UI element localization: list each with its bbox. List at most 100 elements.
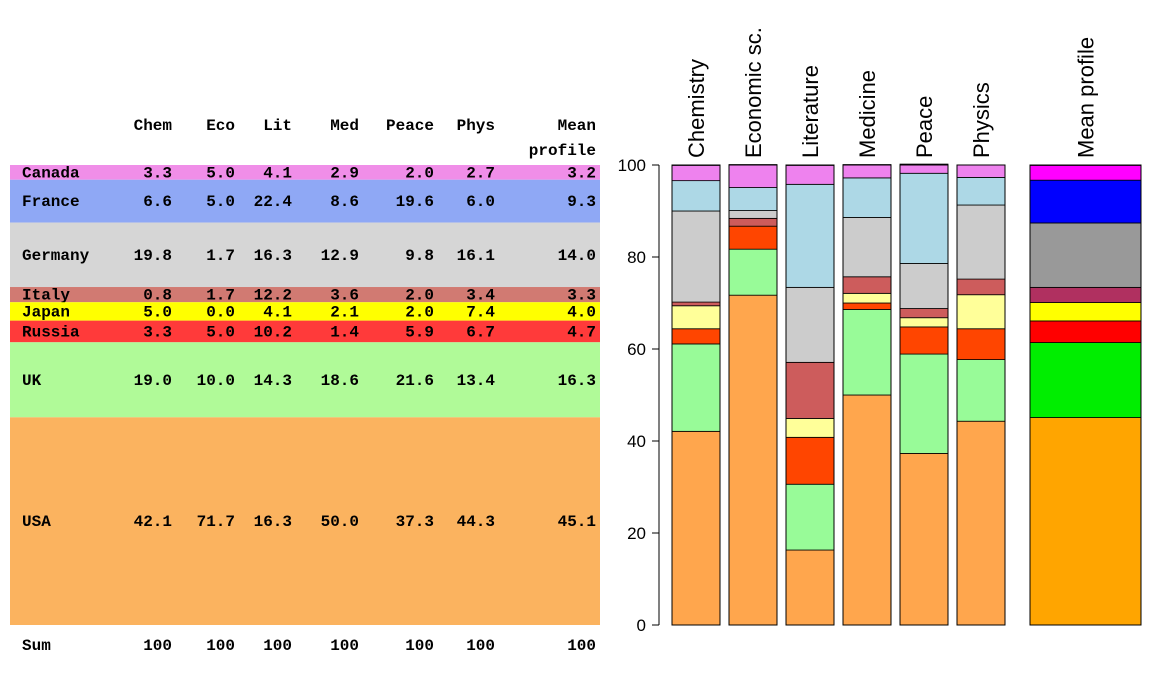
table-cell: 3.4 xyxy=(466,287,495,305)
bar-segment xyxy=(785,436,835,485)
table-cell: 5.0 xyxy=(206,193,235,211)
table-cell: 19.8 xyxy=(134,247,172,265)
table-row-band xyxy=(10,320,600,343)
bar-segment xyxy=(899,172,949,264)
table-cell: 18.6 xyxy=(321,372,359,390)
table-cell: 2.0 xyxy=(405,287,434,305)
table-cell: 14.0 xyxy=(558,247,596,265)
table-cell: 3.6 xyxy=(330,287,359,305)
table-row-label: France xyxy=(22,193,80,211)
table-cell: 9.8 xyxy=(405,247,434,265)
y-tick-label: 20 xyxy=(627,524,646,543)
y-tick-label: 80 xyxy=(627,248,646,267)
table-cell: 6.6 xyxy=(143,193,172,211)
bar-segment xyxy=(785,549,835,626)
column-header: Peace xyxy=(386,117,434,135)
bar-segment xyxy=(842,164,892,179)
column-header: profile xyxy=(529,142,596,160)
bar-segment xyxy=(728,210,778,219)
category-label: Mean profile xyxy=(1074,37,1099,158)
category-label: Physics xyxy=(969,82,994,158)
bar-segment xyxy=(899,308,949,319)
table-cell: 2.0 xyxy=(405,303,434,321)
table-row-band xyxy=(10,342,600,418)
table-cell: 3.3 xyxy=(567,287,596,305)
table-cell: 3.2 xyxy=(567,164,596,182)
table-cell: 2.1 xyxy=(330,303,359,321)
table-cell: 71.7 xyxy=(197,513,235,531)
bar-segment xyxy=(899,453,949,626)
sum-value: 100 xyxy=(466,637,495,655)
bar-segment xyxy=(671,430,721,626)
bar-segment xyxy=(1029,165,1142,181)
bar-segment xyxy=(899,263,949,309)
table-cell: 1.7 xyxy=(206,247,235,265)
column-header: Med xyxy=(330,117,359,135)
table-cell: 12.9 xyxy=(321,247,359,265)
table-cell: 13.4 xyxy=(457,372,496,390)
column-header: Phys xyxy=(457,117,495,135)
table-cell: 2.7 xyxy=(466,164,495,182)
table-cell: 5.9 xyxy=(405,323,434,341)
column-header: Chem xyxy=(134,117,173,135)
column-header: Eco xyxy=(206,117,235,135)
bar-segment xyxy=(785,286,835,363)
table-cell: 16.1 xyxy=(457,247,495,265)
bar-segment xyxy=(842,309,892,396)
sum-value: 100 xyxy=(405,637,434,655)
bar-segment xyxy=(728,217,778,227)
table-cell: 10.0 xyxy=(197,372,235,390)
table-row-label: Japan xyxy=(22,303,70,321)
category-label: Chemistry xyxy=(684,59,709,158)
table-cell: 16.3 xyxy=(558,372,596,390)
bar-segment xyxy=(899,353,949,454)
bar-outline xyxy=(671,164,721,626)
table-cell: 45.1 xyxy=(558,513,596,531)
bar-segment xyxy=(785,183,835,288)
table-cell: 50.0 xyxy=(321,513,359,531)
table-cell: 0.8 xyxy=(143,287,172,305)
category-label: Peace xyxy=(912,96,937,158)
bar-segment xyxy=(671,180,721,212)
sum-value: 100 xyxy=(567,637,596,655)
bar-outline xyxy=(728,164,778,626)
table-cell: 22.4 xyxy=(254,193,293,211)
table-row-band xyxy=(10,165,600,180)
table-cell: 3.3 xyxy=(143,323,172,341)
bar-segment xyxy=(1029,342,1142,418)
table-cell: 2.0 xyxy=(405,164,434,182)
y-tick-label: 60 xyxy=(627,340,646,359)
bar-segment xyxy=(671,165,721,182)
bar-segment xyxy=(785,483,835,551)
bar-segment xyxy=(956,328,1006,360)
column-header: Mean xyxy=(558,117,596,135)
bar-segment xyxy=(1029,417,1142,626)
sum-value: 100 xyxy=(206,637,235,655)
table-cell: 10.2 xyxy=(254,323,292,341)
bar-segment xyxy=(1029,302,1142,322)
bar-segment xyxy=(956,278,1006,296)
table-row-band xyxy=(10,287,600,303)
table-row-label: Germany xyxy=(22,247,90,265)
column-header: Lit xyxy=(263,117,292,135)
table-cell: 1.4 xyxy=(330,323,359,341)
table-cell: 1.7 xyxy=(206,287,235,305)
bar-segment xyxy=(728,187,778,211)
table-cell: 4.1 xyxy=(263,303,292,321)
bar-segment xyxy=(956,177,1006,206)
table-cell: 7.4 xyxy=(466,303,495,321)
table-cell: 9.3 xyxy=(567,193,596,211)
bar-outline xyxy=(899,164,949,626)
bar-segment xyxy=(671,210,721,303)
table-cell: 4.0 xyxy=(567,303,596,321)
table-cell: 6.0 xyxy=(466,193,495,211)
y-tick-label: 100 xyxy=(618,156,646,175)
bar-segment xyxy=(842,217,892,278)
bar-segment xyxy=(671,305,721,330)
table-cell: 5.0 xyxy=(206,323,235,341)
bar-segment xyxy=(956,420,1006,626)
bar-segment xyxy=(956,164,1006,178)
bar-segment xyxy=(671,328,721,345)
bar-segment xyxy=(1029,222,1142,288)
